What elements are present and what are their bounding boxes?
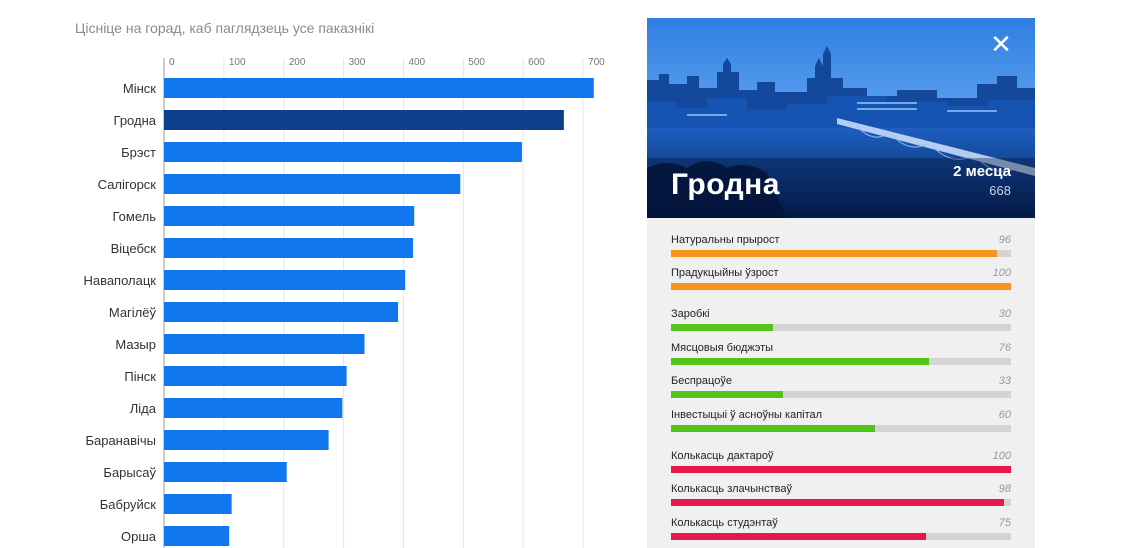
- rank-score: 668: [989, 183, 1011, 198]
- x-tick-label: 200: [289, 57, 306, 68]
- indicator-track: [671, 466, 1011, 473]
- indicator-value: 100: [992, 450, 1011, 462]
- category-label[interactable]: Салігорск: [98, 177, 157, 192]
- bar-13[interactable]: [164, 494, 232, 514]
- bar-0[interactable]: [164, 78, 594, 98]
- category-label[interactable]: Гродна: [114, 113, 157, 128]
- x-tick-label: 400: [408, 57, 425, 68]
- indicator-label: Колькасць дактароў: [671, 450, 774, 462]
- category-label[interactable]: Наваполацк: [83, 273, 156, 288]
- indicator-label: Інвестыцыі ў асноўны капітал: [671, 409, 823, 421]
- x-tick-label: 600: [528, 57, 545, 68]
- indicator-value: 96: [998, 234, 1011, 246]
- category-label[interactable]: Мазыр: [115, 337, 156, 352]
- category-label[interactable]: Гомель: [113, 209, 157, 224]
- bar-5[interactable]: [164, 238, 414, 258]
- indicator-value: 76: [998, 342, 1011, 354]
- indicator-value: 75: [998, 517, 1011, 529]
- category-label[interactable]: Орша: [121, 529, 157, 544]
- indicator-label: Колькасць злачынстваў: [671, 483, 792, 495]
- indicator-fill: [671, 466, 1011, 473]
- category-label[interactable]: Бабруйск: [100, 497, 157, 512]
- indicator-fill: [671, 391, 784, 398]
- indicator-row: Інвестыцыі ў асноўны капітал 60: [671, 409, 1011, 435]
- indicator-value: 60: [998, 409, 1011, 421]
- bar-7[interactable]: [164, 302, 399, 322]
- indicator-label: Колькасць студэнтаў: [671, 517, 778, 529]
- x-tick-label: 0: [169, 57, 175, 68]
- indicator-label: Прадукцыйны ўзрост: [671, 267, 779, 279]
- category-label[interactable]: Магілёў: [109, 305, 157, 320]
- indicator-row: Беспрацоўе 33: [671, 375, 1011, 401]
- indicator-row: Колькасць студэнтаў 75: [671, 517, 1011, 543]
- indicator-track: [671, 499, 1011, 506]
- indicator-fill: [671, 499, 1005, 506]
- bar-14[interactable]: [164, 526, 230, 546]
- bar-9[interactable]: [164, 366, 347, 386]
- indicator-track: [671, 425, 1011, 432]
- indicator-value: 100: [992, 267, 1011, 279]
- indicator-row: Прадукцыйны ўзрост 100: [671, 267, 1011, 293]
- indicator-fill: [671, 533, 926, 540]
- bar-6[interactable]: [164, 270, 406, 290]
- city-skyline-illustration: [647, 18, 1035, 218]
- city-rank: 2 месца 668: [953, 163, 1011, 198]
- indicator-row: Натуральны прырост 96: [671, 234, 1011, 260]
- city-detail-panel: ✕ Гродна 2 месца 668 Натуральны прырост 9…: [647, 18, 1035, 548]
- category-label[interactable]: Баранавічы: [85, 433, 156, 448]
- indicator-row: Мясцовыя бюджэты 76: [671, 342, 1011, 368]
- city-hero-image: ✕ Гродна 2 месца 668: [647, 18, 1035, 218]
- indicator-track: [671, 250, 1011, 257]
- category-label[interactable]: Віцебск: [111, 241, 157, 256]
- bar-8[interactable]: [164, 334, 365, 354]
- indicator-track: [671, 283, 1011, 290]
- close-icon[interactable]: ✕: [990, 29, 1012, 59]
- indicator-fill: [671, 324, 773, 331]
- chart-hint: Цісніце на горад, каб паглядзець усе пак…: [75, 20, 375, 36]
- city-name: Гродна: [671, 168, 780, 201]
- indicator-track: [671, 391, 1011, 398]
- bar-3[interactable]: [164, 174, 461, 194]
- indicator-label: Мясцовыя бюджэты: [671, 342, 774, 354]
- indicator-row: Колькасць дактароў 100: [671, 450, 1011, 476]
- indicator-fill: [671, 283, 1011, 290]
- indicator-label: Заробкі: [671, 308, 710, 320]
- bar-1[interactable]: [164, 110, 564, 130]
- indicator-track: [671, 324, 1011, 331]
- indicator-fill: [671, 425, 875, 432]
- indicator-track: [671, 358, 1011, 365]
- indicator-label: Натуральны прырост: [671, 234, 780, 246]
- category-label[interactable]: Пінск: [124, 369, 156, 384]
- bar-12[interactable]: [164, 462, 287, 482]
- x-tick-label: 500: [468, 57, 485, 68]
- x-tick-label: 100: [229, 57, 246, 68]
- indicator-fill: [671, 250, 998, 257]
- category-label[interactable]: Брэст: [121, 145, 156, 160]
- indicator-fill: [671, 358, 930, 365]
- bar-11[interactable]: [164, 430, 329, 450]
- indicator-track: [671, 533, 1011, 540]
- x-tick-label: 700: [588, 57, 605, 68]
- bar-4[interactable]: [164, 206, 415, 226]
- category-label[interactable]: Ліда: [130, 401, 157, 416]
- rank-label: 2 месца: [953, 163, 1011, 180]
- bar-10[interactable]: [164, 398, 343, 418]
- indicator-row: Заробкі 30: [671, 308, 1011, 334]
- category-label[interactable]: Мінск: [123, 81, 156, 96]
- indicator-value: 98: [998, 483, 1011, 495]
- indicator-label: Беспрацоўе: [671, 375, 732, 387]
- category-label[interactable]: Барысаў: [103, 465, 156, 480]
- bar-2[interactable]: [164, 142, 522, 162]
- x-tick-label: 300: [349, 57, 366, 68]
- indicator-value: 33: [998, 375, 1011, 387]
- city-bar-chart: 0 100 200 300 400 500 600 700 Мінск Гродна Брэст Са…: [83, 57, 605, 548]
- indicator-row: Колькасць злачынстваў 98: [671, 483, 1011, 509]
- indicator-value: 30: [998, 308, 1011, 320]
